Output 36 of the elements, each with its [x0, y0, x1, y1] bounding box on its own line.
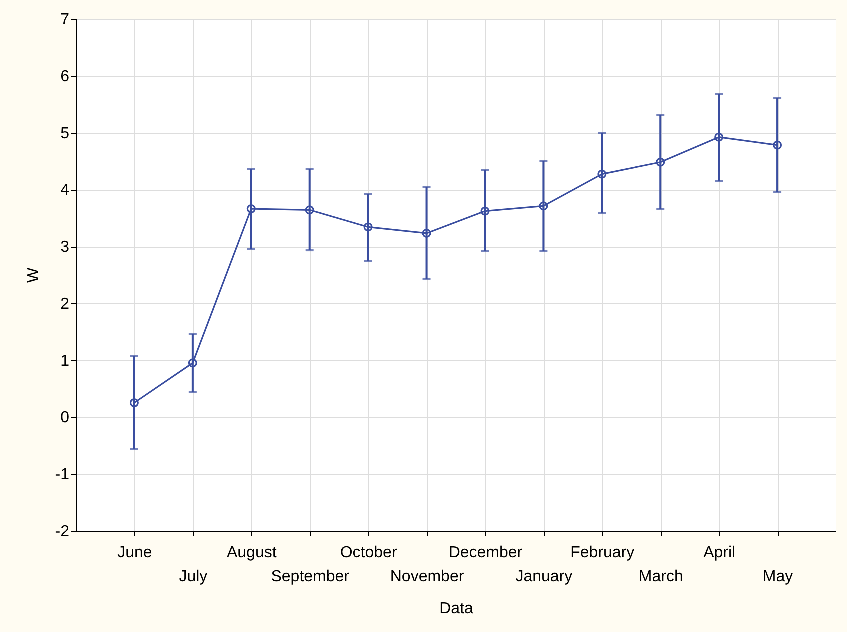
x-tick-label: October — [340, 544, 398, 562]
point — [480, 206, 490, 216]
point — [188, 358, 198, 368]
point — [364, 222, 373, 232]
x-tick-label: April — [704, 544, 736, 562]
x-tick-label: March — [638, 568, 684, 586]
point — [773, 140, 782, 150]
x-axis-title: Data — [440, 600, 474, 618]
y-tick-label: 3 — [60, 239, 70, 256]
y-tick-label: 6 — [60, 68, 70, 86]
y-axis-title: W — [25, 267, 42, 284]
point — [714, 132, 724, 142]
x-tick-label: February — [570, 544, 635, 562]
point — [246, 204, 256, 214]
point — [422, 228, 432, 238]
x-tick-label: June — [118, 544, 152, 562]
x-tick-label: January — [516, 568, 573, 586]
point — [305, 206, 314, 215]
point — [598, 170, 607, 179]
x-tick-label: November — [390, 568, 465, 586]
y-tick-label: 4 — [60, 182, 70, 200]
x-tick-label: May — [762, 568, 794, 586]
y-tick-label: 5 — [60, 125, 70, 142]
x-tick-label: December — [448, 544, 524, 562]
y-tick-label: 7 — [60, 12, 70, 28]
x-tick-label: July — [179, 568, 208, 586]
x-tick-label: September — [271, 568, 350, 586]
y-tick-label: 0 — [60, 410, 70, 427]
y-tick-label: -1 — [55, 466, 70, 484]
y-tick-label: 1 — [60, 352, 70, 370]
point — [656, 158, 666, 167]
y-tick-label: 2 — [60, 296, 70, 313]
y-tick-label: -2 — [55, 524, 70, 540]
x-tick-label: August — [226, 544, 278, 562]
point — [539, 202, 548, 211]
point — [130, 398, 139, 408]
